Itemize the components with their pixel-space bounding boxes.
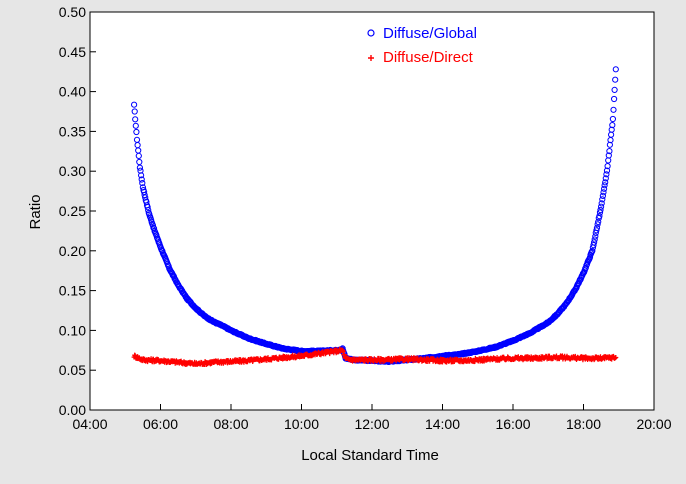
x-tick-label: 04:00 bbox=[72, 416, 107, 432]
y-tick-label: 0.35 bbox=[59, 123, 86, 139]
data-point-circle bbox=[601, 182, 608, 189]
y-tick-label: 0.15 bbox=[59, 283, 86, 299]
data-point-circle bbox=[141, 188, 148, 195]
data-point-circle bbox=[603, 167, 611, 174]
legend-marker-plus bbox=[368, 55, 374, 61]
data-point-circle bbox=[148, 216, 155, 223]
data-point-circle bbox=[139, 180, 146, 187]
x-tick-label: 14:00 bbox=[425, 416, 460, 432]
data-point-circle bbox=[604, 163, 611, 170]
legend-label: Diffuse/Direct bbox=[383, 49, 474, 66]
data-point-circle bbox=[138, 176, 145, 183]
series-diffuse-direct bbox=[131, 346, 619, 367]
data-point-circle bbox=[593, 224, 601, 231]
data-point-circle bbox=[144, 204, 151, 211]
legend: Diffuse/Global Diffuse/Direct bbox=[367, 25, 477, 66]
data-point-circle bbox=[612, 66, 619, 73]
data-point-circle bbox=[132, 122, 139, 129]
y-tick-label: 0.25 bbox=[59, 203, 86, 219]
data-point-circle bbox=[138, 172, 145, 179]
data-point-circle bbox=[593, 227, 600, 234]
data-point-circle bbox=[145, 207, 152, 214]
data-point-circle bbox=[132, 116, 139, 123]
x-tick-label: 08:00 bbox=[213, 416, 248, 432]
data-point-circle bbox=[599, 192, 607, 199]
data-point-circle bbox=[608, 126, 615, 133]
data-point-circle bbox=[579, 270, 587, 277]
x-tick-label: 12:00 bbox=[354, 416, 389, 432]
data-point-circle bbox=[150, 225, 158, 232]
data-point-circle bbox=[597, 206, 604, 214]
data-point-circle bbox=[612, 76, 619, 83]
data-point-circle bbox=[603, 171, 610, 178]
data-point-circle bbox=[136, 158, 143, 166]
data-point-circle bbox=[599, 196, 606, 203]
data-point-circle bbox=[611, 95, 618, 103]
y-tick-label: 0.10 bbox=[59, 322, 86, 338]
x-tick-label: 06:00 bbox=[143, 416, 178, 432]
data-point-circle bbox=[602, 175, 609, 182]
data-point-circle bbox=[586, 254, 594, 261]
data-point-circle bbox=[598, 203, 605, 210]
y-axis: 0.00 0.05 0.10 0.15 0.20 0.25 0.30 0.35 0.40 0.45… bbox=[59, 4, 96, 418]
y-tick-label: 0.00 bbox=[59, 402, 86, 418]
data-point-circle bbox=[602, 179, 609, 186]
legend-label: Diffuse/Global bbox=[383, 25, 477, 42]
data-point-circle bbox=[600, 189, 607, 196]
x-tick-label: 16:00 bbox=[495, 416, 530, 432]
data-point-circle bbox=[133, 128, 140, 136]
data-point-circle bbox=[595, 218, 602, 225]
x-tick-label: 18:00 bbox=[566, 416, 601, 432]
data-point-circle bbox=[131, 108, 138, 115]
data-point-circle bbox=[592, 233, 599, 240]
data-point-circle bbox=[605, 152, 612, 159]
data-point-circle bbox=[131, 101, 138, 108]
data-point-circle bbox=[136, 164, 143, 171]
y-tick-label: 0.30 bbox=[59, 163, 86, 179]
data-point-circle bbox=[601, 185, 608, 192]
data-point-circle bbox=[590, 242, 597, 249]
y-tick-label: 0.20 bbox=[59, 243, 86, 259]
data-point-circle bbox=[149, 222, 156, 229]
y-tick-label: 0.05 bbox=[59, 362, 86, 378]
x-tick-label: 10:00 bbox=[284, 416, 319, 432]
data-point-plus bbox=[613, 355, 619, 360]
data-point-circle bbox=[596, 209, 604, 216]
series-layer bbox=[131, 66, 619, 367]
data-point-circle bbox=[135, 152, 142, 159]
data-point-circle bbox=[598, 200, 605, 207]
data-point-circle bbox=[596, 213, 603, 220]
y-tick-label: 0.45 bbox=[59, 44, 86, 60]
y-tick-label: 0.50 bbox=[59, 4, 86, 20]
data-point-circle bbox=[591, 236, 598, 243]
plot-area bbox=[89, 11, 655, 411]
data-point-circle bbox=[589, 247, 596, 255]
x-axis-label: Local Standard Time bbox=[301, 447, 439, 464]
y-axis-label: Ratio bbox=[27, 194, 44, 229]
data-point-circle bbox=[137, 167, 144, 174]
data-point-circle bbox=[594, 221, 601, 228]
data-point-circle bbox=[611, 86, 618, 94]
data-point-circle bbox=[609, 115, 617, 123]
x-tick-label: 20:00 bbox=[636, 416, 671, 432]
y-tick-label: 0.40 bbox=[59, 84, 86, 100]
data-point-circle bbox=[591, 239, 598, 246]
data-point-circle bbox=[609, 122, 616, 129]
x-axis: 04:00 06:00 08:00 10:00 12:00 14:00 16:00 18:00… bbox=[72, 404, 672, 432]
data-point-circle bbox=[610, 106, 617, 113]
legend-marker-circle bbox=[367, 29, 375, 37]
data-point-circle bbox=[606, 148, 613, 155]
